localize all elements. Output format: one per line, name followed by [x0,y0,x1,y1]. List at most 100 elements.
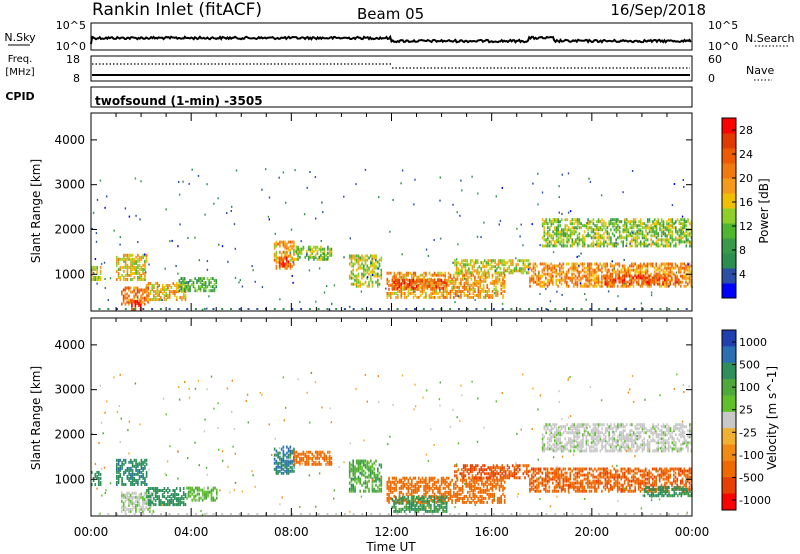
heatmap-cell [655,228,658,232]
heatmap-cell [442,505,444,509]
heatmap-cell [411,482,413,486]
heatmap-cell [526,271,528,275]
heatmap-cell [629,240,631,244]
heatmap-cell [290,228,293,231]
heatmap-cell [194,289,196,293]
heatmap-cell [564,226,567,230]
heatmap-cell [204,285,207,289]
heatmap-cell [204,283,207,287]
heatmap-cell [156,282,159,285]
heatmap-cell [573,230,575,234]
heatmap-cell [419,478,422,482]
heatmap-cell [660,224,663,228]
heatmap-cell [273,453,276,457]
heatmap-cell [534,262,537,266]
heatmap-cell [623,284,626,288]
heatmap-cell [152,499,155,503]
heatmap-cell [352,487,354,491]
heatmap-cell [455,474,458,478]
heatmap-cell [464,466,467,470]
heatmap-cell [371,479,374,483]
heatmap-cell [629,234,631,238]
heatmap-cell [187,287,189,291]
heatmap-cell [275,453,278,457]
heatmap-cell [499,259,502,263]
heatmap-cell [552,230,554,234]
heatmap-cell [612,225,614,228]
heatmap-cell [204,287,207,291]
heatmap-cell [320,255,322,259]
heatmap-cell [651,264,654,268]
heatmap-cell [643,222,645,226]
heatmap-cell [361,258,363,262]
heatmap-cell [458,486,460,490]
heatmap-cell [410,280,413,284]
heatmap-cell [251,265,253,268]
heatmap-cell [309,253,312,257]
heatmap-cell [497,271,500,275]
heatmap-cell [545,276,547,280]
heatmap-cell [493,281,495,285]
heatmap-cell [174,290,176,294]
heatmap-cell [592,228,595,232]
heatmap-cell [480,466,482,470]
heatmap-cell [461,285,464,289]
heatmap-cell [313,257,315,261]
heatmap-cell [140,296,142,300]
heatmap-cell [606,226,609,230]
heatmap-cell [398,507,401,511]
heatmap-cell [395,486,397,490]
heatmap-cell [472,273,474,277]
heatmap-cell [318,456,320,460]
heatmap-cell [502,279,504,283]
heatmap-cell [416,503,418,507]
heatmap-cell [350,463,353,467]
heatmap-cell [393,480,396,484]
heatmap-cell [404,273,406,277]
heatmap-cell [414,490,417,494]
heatmap-cell [610,222,612,226]
heatmap-cell [375,489,377,493]
heatmap-cell [559,236,561,240]
heatmap-cell [215,281,218,285]
heatmap-cell [636,264,638,268]
heatmap-cell [545,232,547,236]
heatmap-cell [215,279,218,283]
heatmap-cell [594,232,596,236]
heatmap-cell [177,503,180,507]
heatmap-cell [649,280,652,284]
heatmap-cell [504,470,507,474]
heatmap-cell [293,252,295,256]
heatmap-cell [309,245,312,249]
heatmap-cell [175,284,178,287]
heatmap-cell [121,265,123,269]
heatmap-cell [418,480,420,484]
heatmap-cell [371,264,374,268]
heatmap-cell [363,473,365,477]
heatmap-cell [475,279,478,283]
heatmap-cell [608,284,610,288]
heatmap-cell [388,293,390,297]
heatmap-cell [583,274,586,278]
heatmap-cell [194,236,196,239]
heatmap-cell [687,266,689,270]
heatmap-cell [638,228,640,232]
heatmap-cell [606,264,608,268]
heatmap-cell [278,260,281,264]
heatmap-cell [681,274,684,278]
heatmap-cell [561,173,563,176]
heatmap-cell [131,470,134,474]
heatmap-cell [498,279,501,283]
heatmap-cell [150,497,153,501]
heatmap-cell [596,242,598,246]
heatmap-cell [664,232,667,236]
heatmap-cell [655,220,658,224]
heatmap-cell [589,222,591,226]
heatmap-cell [562,232,565,236]
heatmap-cell [138,302,140,305]
heatmap-cell [361,461,363,465]
heatmap-cell [208,295,210,298]
heatmap-cell [143,288,146,292]
heatmap-cell [233,223,236,226]
heatmap-cell [594,272,596,276]
